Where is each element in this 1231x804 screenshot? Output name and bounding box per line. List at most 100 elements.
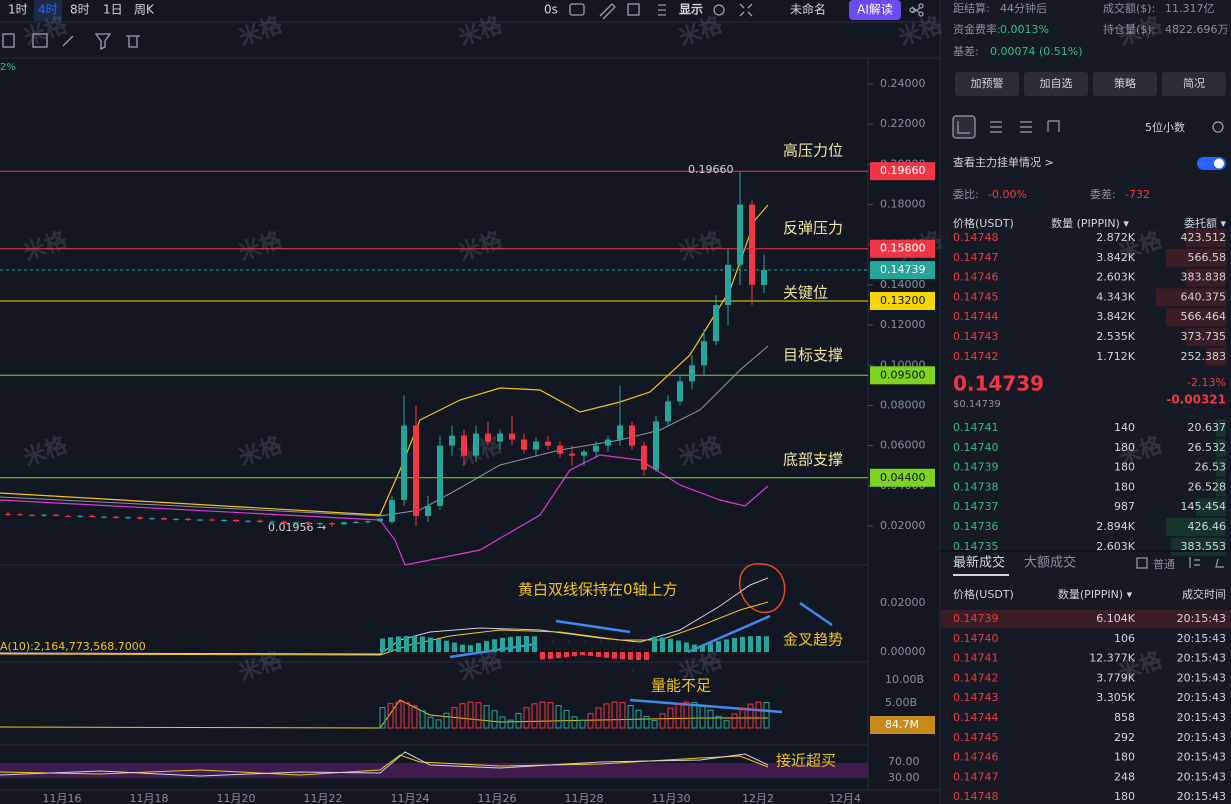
macd-bar: [508, 636, 513, 652]
volume-bar: [435, 719, 442, 729]
order-price: 0.14736: [953, 520, 999, 533]
price-tick-label: 0.24000: [880, 77, 926, 90]
stat-label: 资金费率:: [953, 22, 1001, 36]
volume-bar: [379, 706, 386, 729]
volume-bar: [571, 716, 578, 729]
display-menu[interactable]: 显示: [679, 3, 703, 17]
macd-bar: [572, 652, 577, 657]
layout-name[interactable]: 未命名: [790, 2, 826, 17]
ai-button[interactable]: [849, 0, 901, 20]
macd-bar: [548, 652, 553, 659]
panel-icons[interactable]: [952, 115, 1224, 569]
macd-bar: [596, 652, 601, 657]
level-tag-label: 0.04400: [880, 471, 926, 484]
date-label: 12月2: [742, 792, 774, 804]
level-name: 反弹压力: [783, 219, 843, 237]
trade-qty: 180: [1114, 751, 1135, 764]
rsi-note: 接近超买: [776, 752, 836, 770]
button-label[interactable]: 加预警: [971, 76, 1004, 90]
interval[interactable]: 周K: [134, 3, 155, 17]
macd-tick: 0.00000: [880, 645, 926, 658]
stat-value: 4822.696万: [1165, 23, 1229, 36]
order-price: 0.14737: [953, 500, 999, 513]
button-label[interactable]: 简况: [1183, 76, 1205, 90]
candle-body: [305, 522, 311, 524]
depth-bar: [1166, 308, 1226, 327]
stat-value: 44分钟后: [1000, 1, 1047, 15]
diff: -732: [1125, 188, 1150, 201]
order-price: 0.14741: [953, 421, 999, 434]
level-tag: [870, 162, 935, 181]
macd-bar: [540, 652, 545, 660]
column-header: 数量(PIPPIN) ▾: [1058, 588, 1133, 601]
candle-body: [329, 523, 335, 525]
candle-body: [257, 520, 263, 522]
candle-body: [437, 445, 443, 506]
volume-bar: [667, 707, 674, 729]
decimals[interactable]: 5位小数: [1145, 120, 1185, 134]
level-name: 底部支撑: [783, 450, 843, 468]
column-header: 价格(USDT): [953, 216, 1014, 230]
button[interactable]: [1093, 72, 1157, 96]
highlight-circle: [738, 563, 786, 614]
button[interactable]: [955, 72, 1019, 96]
candle-body: [605, 439, 611, 446]
order-amount: 566.58: [1188, 251, 1227, 264]
depth-bar: [1186, 268, 1226, 287]
macd-bar: [452, 642, 457, 652]
order-price: 0.14738: [953, 480, 999, 493]
volume-bar: [411, 705, 418, 729]
macd-note: 黄白双线保持在0轴上方: [518, 581, 678, 599]
lower-band: [0, 454, 769, 566]
date-label: 11月30: [652, 792, 691, 804]
column-header: 价格(USDT): [953, 587, 1014, 601]
depth-bar: [1166, 518, 1226, 536]
level-name: 关键位: [783, 283, 828, 301]
trade-qty: 858: [1114, 711, 1135, 724]
panel-separator: [940, 550, 1231, 552]
ai-label[interactable]: AI解读: [857, 3, 893, 17]
trade-time: 20:15:43: [1177, 632, 1226, 645]
button-label[interactable]: 加自选: [1040, 77, 1073, 90]
candle-body: [533, 441, 539, 450]
depth-bar: [1186, 229, 1226, 247]
button-label[interactable]: 策略: [1114, 76, 1136, 90]
candle-body: [245, 520, 251, 522]
candle-body: [485, 433, 491, 442]
trade-time: 20:15:43: [1177, 770, 1226, 783]
interval[interactable]: 8时: [70, 3, 90, 17]
ratio-label: 委比:: [953, 188, 979, 201]
candle-body: [29, 514, 35, 516]
candle-body: [353, 521, 359, 523]
tab[interactable]: 最新成交: [953, 555, 1005, 571]
candle-body: [53, 514, 59, 516]
normal-filter[interactable]: 普通: [1153, 557, 1175, 571]
volume-bar: [755, 701, 762, 729]
macd-bar: [428, 637, 433, 652]
candle-body: [41, 514, 47, 516]
volume-bar: [499, 716, 506, 729]
tab[interactable]: 大额成交: [1024, 555, 1076, 571]
candle-body: [497, 433, 503, 442]
toolbar-icons[interactable]: [2, 3, 924, 51]
stat-label: 持仓量($):: [1103, 22, 1155, 36]
candle-body: [725, 264, 731, 305]
trade-qty: 6.104K: [1096, 612, 1135, 625]
countdown[interactable]: 0s: [544, 3, 558, 17]
candle-body: [113, 516, 119, 518]
candle-body: [197, 519, 203, 521]
button[interactable]: [1162, 72, 1226, 96]
column-header: 数量 (PIPPIN) ▾: [1051, 217, 1129, 230]
volume-bar: [659, 713, 666, 729]
macd-bar: [628, 652, 633, 660]
interval[interactable]: 4时: [38, 3, 58, 17]
main-orders[interactable]: 查看主力挂单情况 >: [953, 155, 1054, 169]
volume-bar: [555, 705, 562, 729]
button[interactable]: [1024, 72, 1088, 96]
volume-bar: [467, 701, 474, 729]
macd-bar: [436, 638, 441, 652]
interval[interactable]: 1日: [103, 3, 123, 17]
interval[interactable]: 1时: [8, 3, 28, 17]
order-qty: 4.343K: [1096, 290, 1135, 303]
